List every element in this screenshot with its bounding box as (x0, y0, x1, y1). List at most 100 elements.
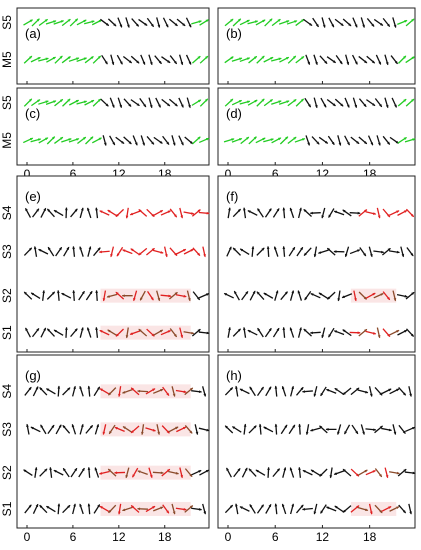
wind-arrow (30, 292, 41, 299)
wind-arrow (282, 467, 287, 478)
wind-arrow (23, 55, 33, 64)
wind-arrow (102, 290, 107, 302)
wind-arrow (71, 385, 76, 397)
wind-arrow (290, 385, 294, 397)
wind-arrow (130, 425, 140, 434)
wind-arrow (30, 138, 42, 143)
wind-arrow (140, 135, 145, 146)
wind-arrow (344, 135, 351, 146)
wind-arrow (138, 328, 148, 337)
wind-arrow (156, 290, 161, 302)
panel-frame (217, 354, 416, 529)
wind-arrow (265, 503, 272, 514)
wind-arrow (310, 292, 321, 299)
wind-arrow (168, 98, 178, 107)
wind-arrow (185, 54, 192, 65)
wind-arrow (313, 54, 318, 66)
x-tick-label: 6 (70, 530, 77, 544)
wind-arrow (168, 291, 178, 300)
wind-arrow (351, 424, 359, 435)
wind-arrow (350, 505, 360, 513)
wind-arrow (192, 136, 201, 145)
panel-g: (g) S4 S3 S2 S1 0 6 12 18 (0, 354, 210, 544)
panel-frame (16, 87, 210, 166)
wind-arrow (38, 100, 49, 105)
wind-arrow (61, 56, 71, 64)
wind-arrow (243, 423, 247, 435)
wind-arrow (79, 246, 84, 257)
wind-arrow (351, 54, 358, 65)
wind-arrow (122, 425, 133, 433)
wind-arrow (93, 386, 101, 397)
wind-arrow (76, 100, 88, 105)
wind-arrow (381, 247, 391, 256)
wind-arrow (335, 55, 343, 65)
wind-arrow (171, 135, 176, 146)
wind-arrow (256, 247, 265, 256)
wind-arrow (141, 424, 145, 436)
wind-arrow (138, 247, 148, 256)
wind-arrow (297, 207, 302, 219)
wind-arrow (92, 55, 102, 64)
panel-f: (f) (217, 175, 416, 353)
wind-arrow (146, 328, 155, 337)
x-tick-label: 18 (363, 530, 377, 544)
wind-arrow (178, 97, 184, 108)
wind-arrow (239, 100, 251, 105)
wind-arrow (146, 135, 155, 145)
highlight-band (350, 288, 397, 303)
wind-arrow (282, 207, 286, 219)
panel-e: (e) S4 S3 S2 S1 (0, 175, 210, 353)
panel-label: (g) (25, 368, 41, 383)
wind-arrow (349, 211, 361, 215)
wind-arrow (98, 470, 110, 475)
wind-arrow (357, 389, 369, 394)
wind-arrow (224, 387, 234, 396)
wind-arrow (333, 250, 345, 253)
wind-arrow (70, 467, 78, 478)
wind-arrow (257, 327, 264, 338)
wind-arrow (176, 248, 187, 255)
wind-arrow (325, 388, 337, 394)
wind-arrow (247, 210, 258, 216)
wind-arrow (227, 207, 231, 219)
wind-arrow (264, 18, 273, 27)
wind-arrow (24, 504, 32, 514)
wind-arrow (375, 54, 382, 65)
wind-arrow (224, 98, 234, 107)
wind-arrow (72, 503, 76, 515)
panel-frame (217, 87, 416, 166)
wind-arrow (289, 467, 295, 478)
wind-arrow (121, 389, 133, 394)
wind-arrow (368, 386, 373, 397)
wind-arrow (267, 466, 270, 478)
wind-arrow (264, 327, 272, 338)
wind-arrow (161, 56, 171, 64)
wind-arrow (389, 506, 400, 512)
wind-arrow (72, 245, 76, 257)
panel-label: (d) (226, 106, 242, 121)
wind-arrow (334, 387, 344, 395)
wind-arrow (287, 136, 297, 145)
wind-arrow (130, 248, 140, 256)
wind-arrow (249, 504, 256, 514)
wind-arrow (137, 470, 148, 475)
wind-arrow (313, 246, 318, 258)
wind-arrow (274, 503, 278, 515)
wind-arrow (376, 207, 381, 219)
wind-arrow (247, 99, 258, 106)
wind-arrow (382, 291, 391, 301)
wind-arrow (374, 98, 383, 108)
wind-arrow (160, 210, 172, 216)
wind-arrow (169, 328, 178, 338)
wind-arrow (102, 135, 107, 146)
wind-arrow (125, 467, 130, 479)
wind-arrow (202, 386, 207, 397)
wind-arrow (258, 423, 262, 435)
wind-arrow (256, 504, 265, 514)
wind-arrow (271, 57, 282, 62)
wind-arrow (389, 250, 400, 254)
wind-arrow (366, 99, 376, 107)
wind-arrow (231, 99, 243, 106)
